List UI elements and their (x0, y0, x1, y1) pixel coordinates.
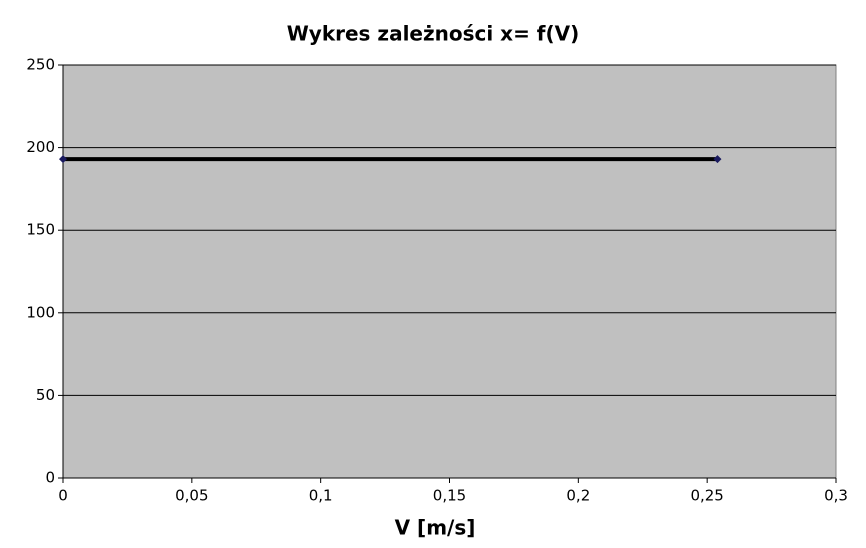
point-marker (59, 155, 67, 164)
y-tick-label: 250 (26, 56, 55, 74)
y-tick-label: 100 (26, 303, 55, 321)
y-tick-label: 0 (45, 469, 55, 487)
x-tick-label: 0,05 (175, 487, 208, 505)
plot-area (62, 64, 837, 479)
y-tick-label: 150 (26, 221, 55, 239)
x-tick-label: 0,15 (433, 487, 466, 505)
chart-title: Wykres zależności x= f(V) (287, 22, 580, 46)
x-tick-label: 0,25 (690, 487, 723, 505)
y-tick-label: 200 (26, 138, 55, 156)
y-tick-label: 50 (36, 386, 55, 404)
x-tick-label: 0,1 (309, 487, 333, 505)
x-axis-title: V [m/s] (395, 516, 476, 540)
x-tick-label: 0,3 (824, 487, 848, 505)
x-tick-label: 0 (58, 487, 68, 505)
x-tick-label: 0,2 (566, 487, 590, 505)
point-marker (713, 155, 722, 164)
